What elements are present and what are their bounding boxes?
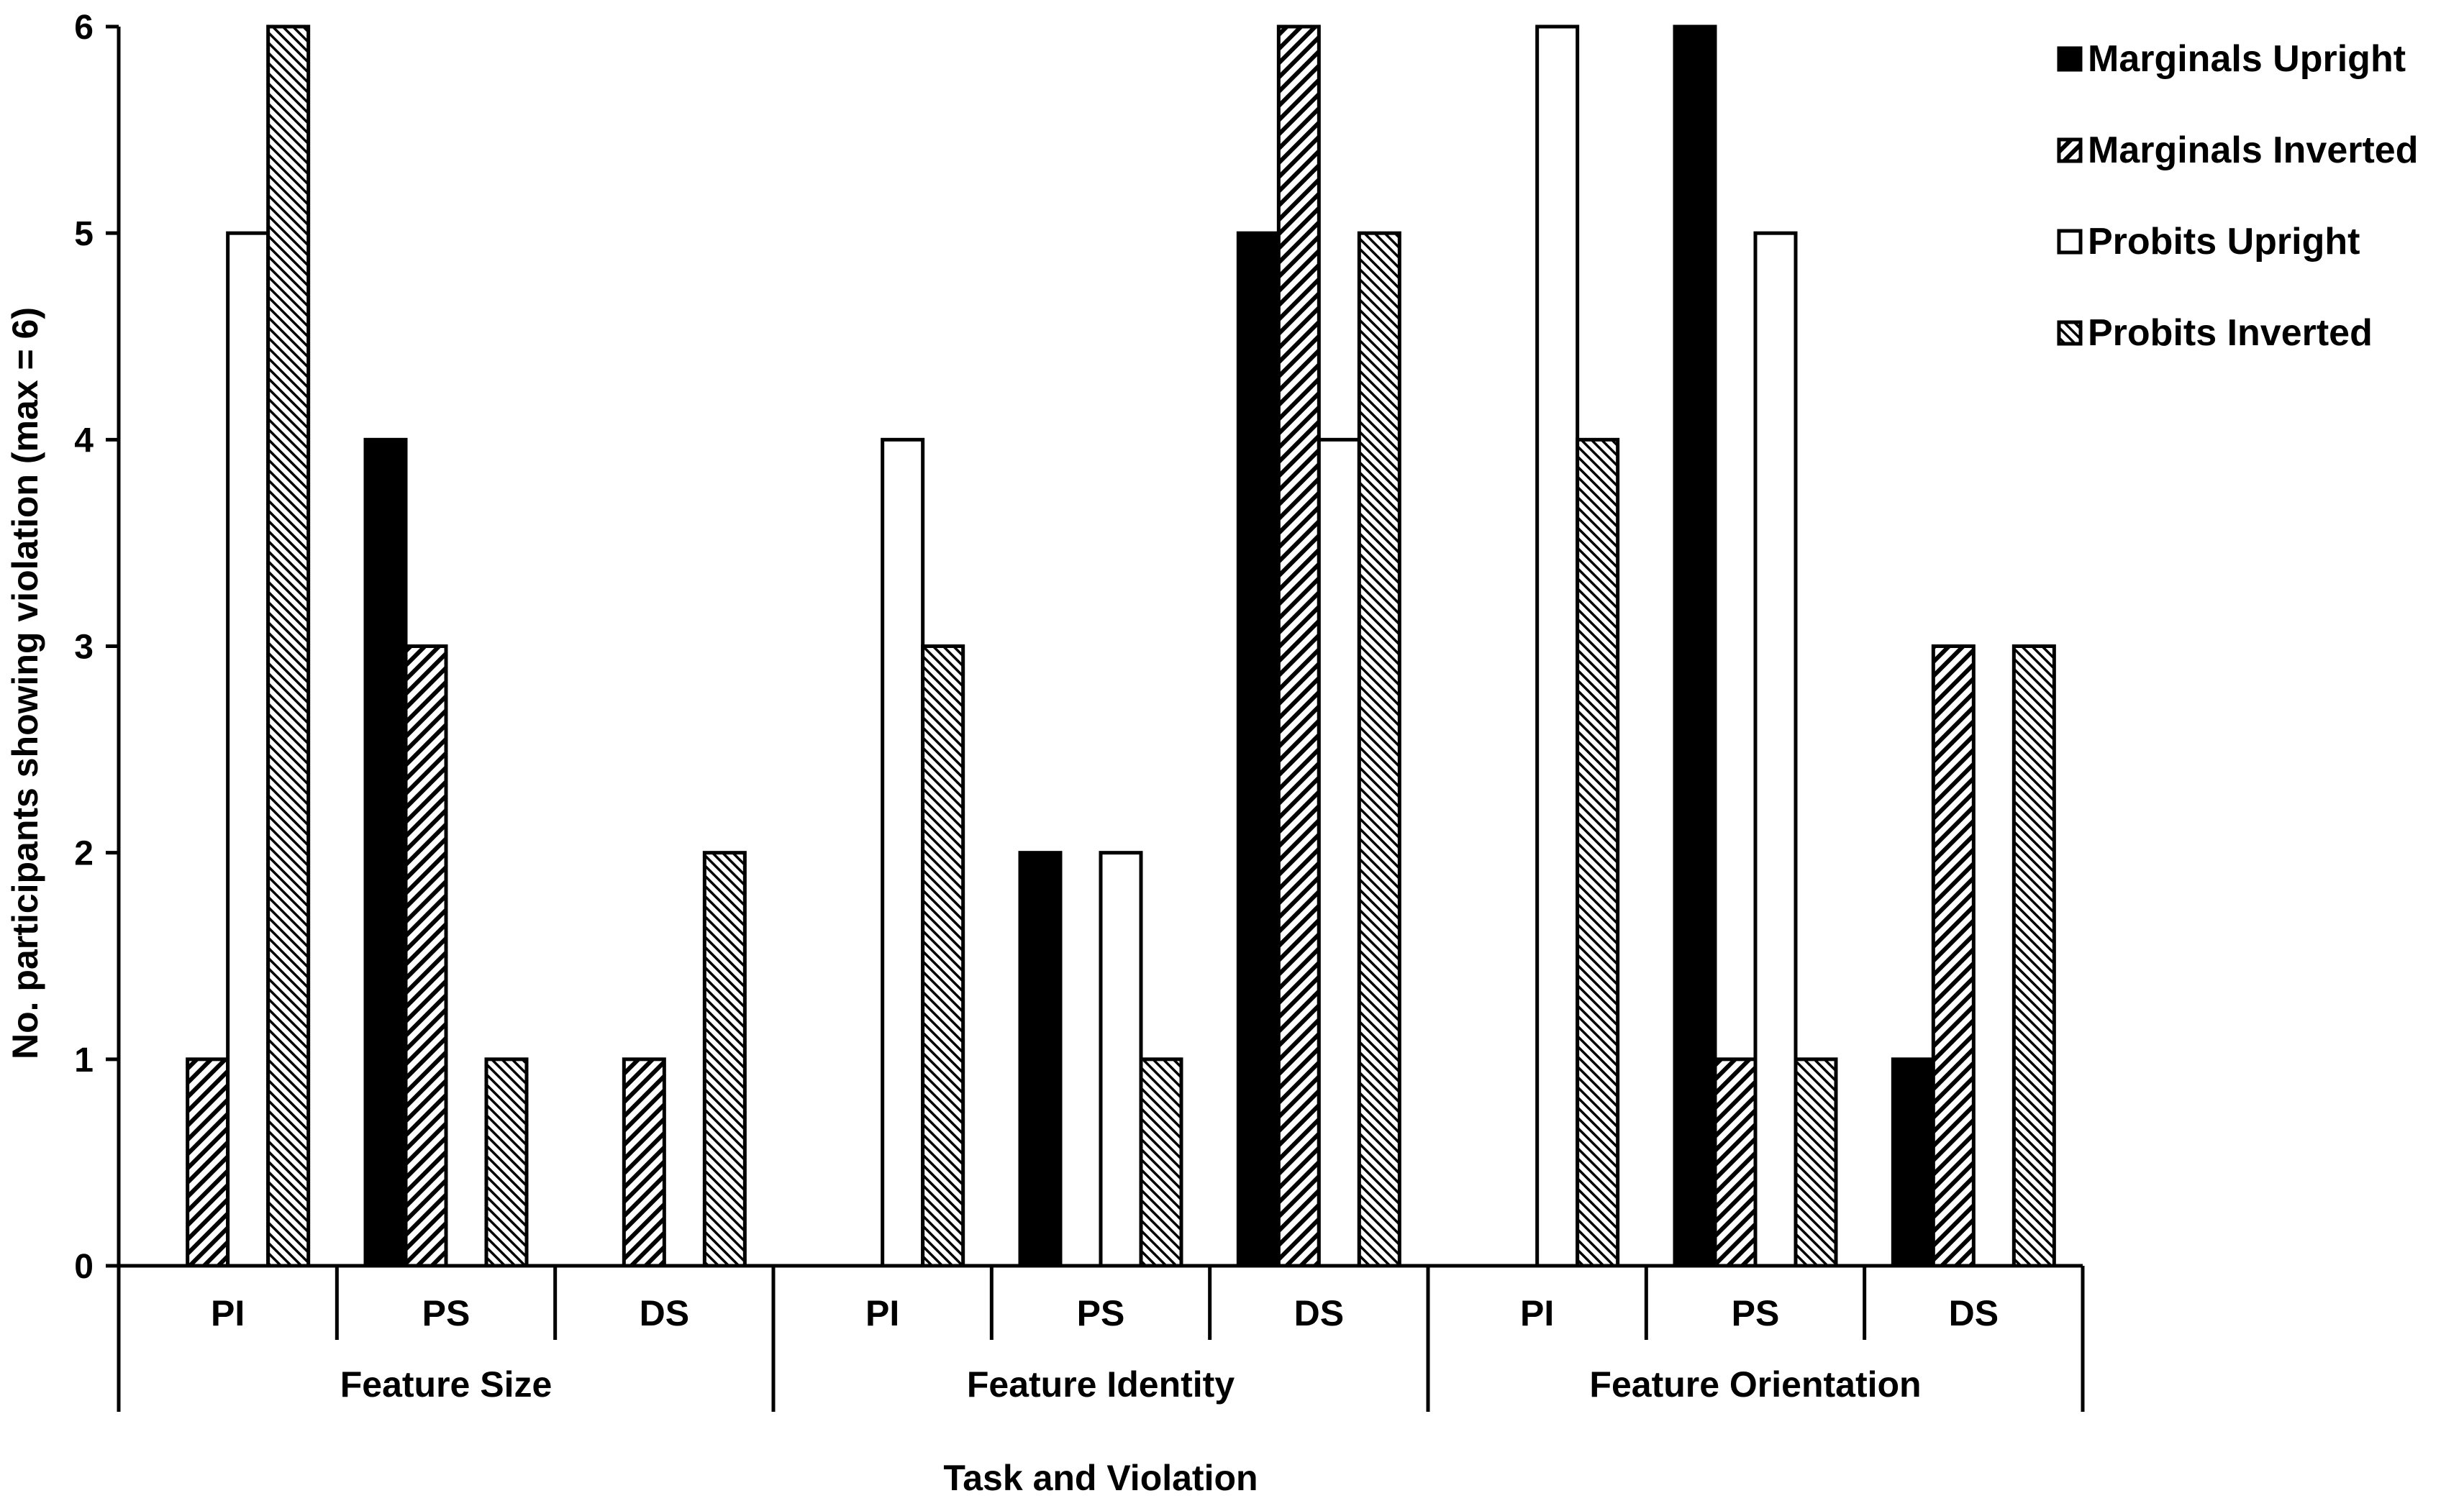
bar [186, 1057, 230, 1268]
y-tick-label: 4 [74, 421, 94, 460]
y-tick-label: 0 [74, 1248, 94, 1286]
y-tick-label: 5 [74, 215, 94, 253]
x-group-label: Feature Identity [967, 1364, 1235, 1405]
x-category-label: DS [1949, 1293, 1999, 1333]
x-category-label: PS [1077, 1293, 1125, 1333]
x-group-label: Feature Orientation [1589, 1364, 1921, 1405]
bar [1891, 1057, 1935, 1268]
x-category-label: PI [865, 1293, 899, 1333]
axes-layer [106, 24, 2085, 1412]
legend: Marginals Upright Marginals Inverted Probi… [2057, 38, 2418, 354]
x-axis-title: Task and Violation [943, 1458, 1258, 1498]
y-axis-title: No. participants showing violation (max … [5, 307, 45, 1059]
bar [226, 231, 271, 1268]
bar [1317, 437, 1361, 1268]
bar [622, 1057, 666, 1268]
bar [921, 644, 965, 1268]
bars-layer [186, 24, 2056, 1268]
bar [1576, 437, 1620, 1268]
bar [1139, 1057, 1183, 1268]
bar [1099, 851, 1143, 1268]
bar [1931, 644, 1976, 1268]
legend-label: Probits Inverted [2088, 312, 2373, 354]
bar [1713, 1057, 1758, 1268]
bar [1535, 24, 1580, 1268]
bar [363, 437, 408, 1268]
labels-layer: 0 1 2 3 4 5 6 PI PS DS Feature Size PI PS DS Feature I… [74, 9, 1999, 1405]
x-category-label: PS [422, 1293, 470, 1333]
y-tick-label: 2 [74, 835, 94, 873]
legend-label: Probits Upright [2088, 221, 2360, 263]
x-category-label: PI [211, 1293, 245, 1333]
x-category-label: PI [1520, 1293, 1554, 1333]
x-category-label: DS [640, 1293, 689, 1333]
bar [1236, 231, 1281, 1268]
bar [2011, 644, 2056, 1268]
y-tick-label: 3 [74, 629, 94, 667]
bar [1276, 24, 1321, 1268]
bar [266, 24, 311, 1268]
legend-swatch [2057, 46, 2083, 72]
x-group-label: Feature Size [340, 1364, 553, 1405]
y-tick-label: 6 [74, 9, 94, 47]
bar [702, 851, 747, 1268]
bar [881, 437, 925, 1268]
x-category-label: PS [1732, 1293, 1780, 1333]
bar [1018, 851, 1063, 1268]
bar [1357, 231, 1401, 1268]
bar [404, 644, 448, 1268]
x-category-label: DS [1294, 1293, 1344, 1333]
legend-swatch [2057, 229, 2083, 255]
bar [1794, 1057, 1838, 1268]
bar [1753, 231, 1798, 1268]
legend-swatch [2057, 137, 2083, 163]
y-tick-label: 1 [74, 1041, 94, 1080]
legend-label: Marginals Inverted [2088, 129, 2418, 171]
bar [1673, 24, 1717, 1268]
bar [484, 1057, 529, 1268]
legend-swatch [2057, 320, 2083, 346]
legend-label: Marginals Upright [2088, 38, 2406, 80]
